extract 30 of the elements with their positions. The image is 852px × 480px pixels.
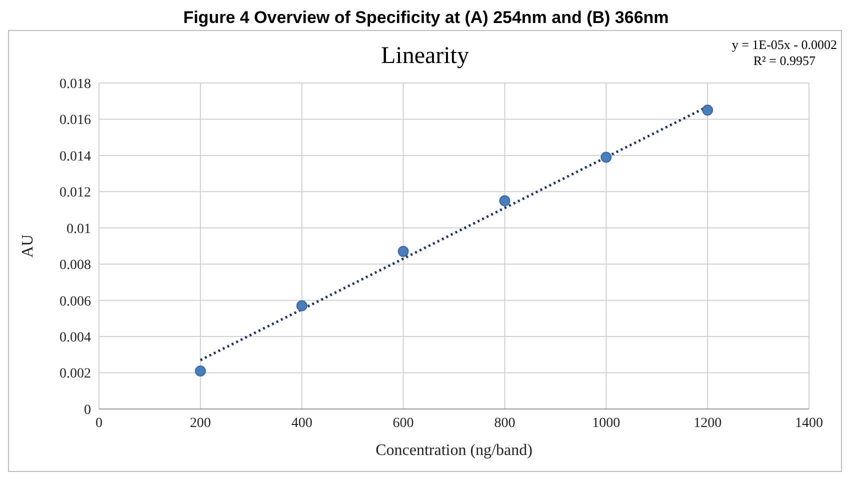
x-tick-label: 1400: [795, 416, 823, 431]
chart-title: Linearity: [381, 43, 469, 69]
y-tick-label: 0.016: [60, 113, 91, 128]
y-axis-title: AU: [20, 234, 37, 258]
y-tick-label: 0.006: [60, 294, 91, 310]
y-tick-label: 0.01: [66, 222, 91, 237]
point: [194, 365, 206, 376]
x-tick-label: 1200: [694, 416, 722, 431]
y-tick-label: 0.014: [60, 149, 91, 164]
caption: Figure 4 Overview of Specificity at (A) 254nm and (B) 366nm: [182, 8, 670, 29]
text: R² = 0.9957: [752, 53, 816, 69]
point: [398, 246, 409, 257]
x-tick-label: 800: [494, 416, 516, 431]
y-tick-label: 0.008: [60, 258, 91, 274]
point: [296, 300, 308, 312]
point: [600, 152, 612, 163]
x-tick-label: 400: [291, 416, 312, 431]
y-tick-label: 0.002: [60, 366, 91, 382]
y-tick-label: 0.018: [60, 76, 91, 92]
y-tick-label: 0: [84, 402, 91, 418]
x-tick-label: 1000: [592, 416, 620, 431]
point: [702, 104, 714, 116]
x-tick-label: 200: [190, 416, 211, 431]
y-tick-label: 0.012: [60, 186, 91, 201]
text: y = 1E-05x - 0.0002: [732, 37, 837, 53]
x-axis-title: Concentration (ng/band): [376, 442, 532, 459]
y-tick-label: 0.004: [60, 330, 91, 346]
point: [499, 195, 510, 206]
x-tick-label: 600: [392, 416, 414, 431]
x-tick-label: 0: [96, 416, 102, 431]
